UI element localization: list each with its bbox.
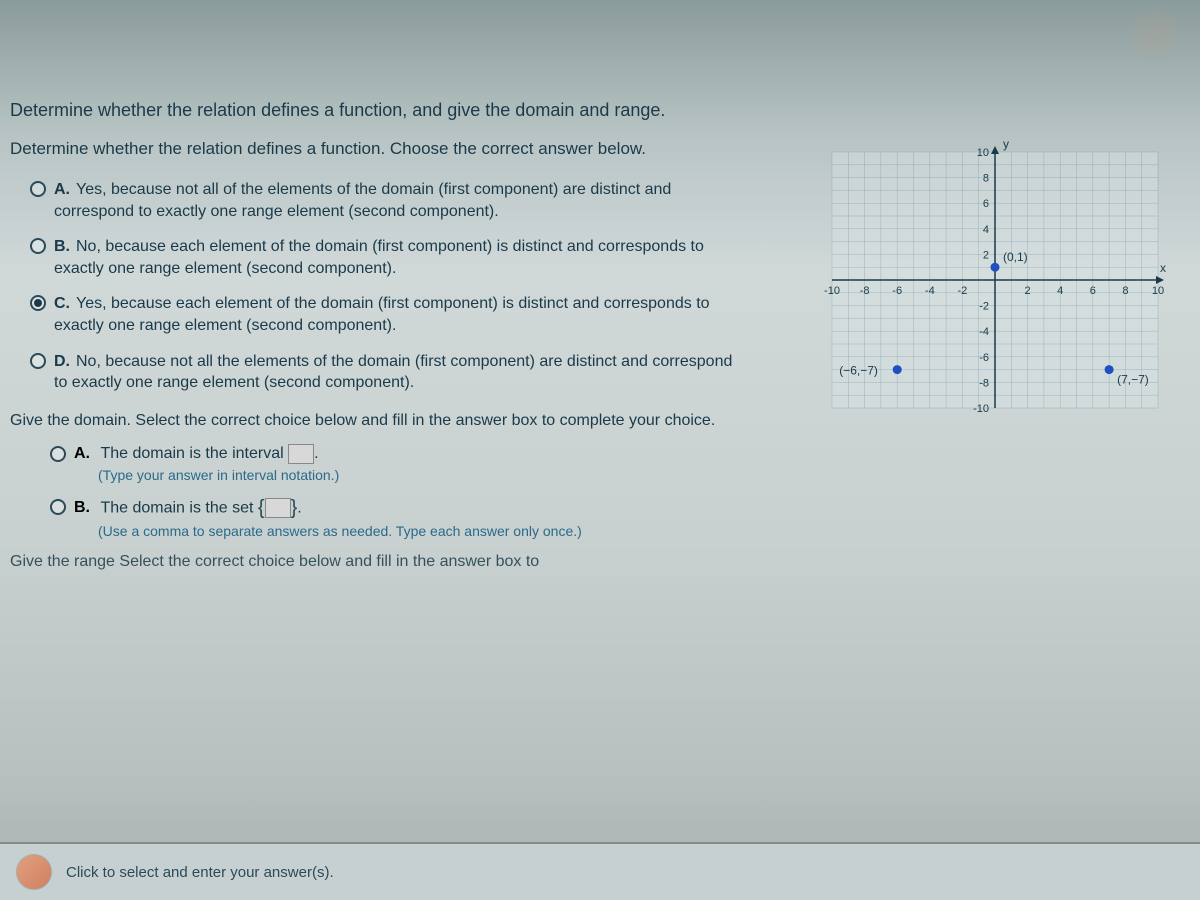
svg-text:-8: -8: [979, 377, 989, 389]
svg-text:-2: -2: [958, 285, 968, 297]
svg-text:8: 8: [983, 173, 989, 185]
option-text-d: No, because not all the elements of the …: [54, 353, 732, 392]
radio-c[interactable]: [30, 295, 46, 311]
domain-letter-a: A.: [74, 445, 90, 462]
svg-text:4: 4: [1057, 285, 1063, 297]
domain-hint-a: (Type your answer in interval notation.): [98, 467, 730, 483]
svg-text:6: 6: [983, 198, 989, 210]
svg-text:-10: -10: [973, 403, 989, 415]
domain-hint-b: (Use a comma to separate answers as need…: [98, 523, 730, 539]
option-letter-d: D.: [54, 353, 70, 370]
footer-text: Click to select and enter your answer(s)…: [66, 864, 334, 881]
svg-text:(0,1): (0,1): [1003, 250, 1028, 264]
svg-text:x: x: [1160, 261, 1166, 275]
scatter-graph: -10 -8 -6 -4 -2 2 4 6 8 10 2 4 6 8 10 -2 -4 -6 -8 -10 x y (0,1…: [810, 130, 1180, 430]
svg-text:y: y: [1003, 137, 1009, 151]
domain-prompt: Give the domain. Select the correct choi…: [10, 412, 730, 430]
sub-question: Determine whether the relation defines a…: [10, 139, 710, 159]
svg-text:-10: -10: [824, 285, 840, 297]
option-text-a: Yes, because not all of the elements of …: [54, 181, 671, 220]
svg-text:-6: -6: [892, 285, 902, 297]
option-c[interactable]: C.Yes, because each element of the domai…: [30, 293, 750, 336]
footer-bar: Click to select and enter your answer(s)…: [0, 842, 1200, 900]
option-a[interactable]: A.Yes, because not all of the elements o…: [30, 179, 750, 222]
main-question: Determine whether the relation defines a…: [10, 100, 1190, 121]
option-b[interactable]: B.No, because each element of the domain…: [30, 236, 750, 279]
domain-text-a: The domain is the interval: [100, 445, 283, 462]
svg-text:-6: -6: [979, 352, 989, 364]
domain-text-b: The domain is the set: [100, 499, 253, 516]
svg-text:-4: -4: [925, 285, 935, 297]
question-1-options: A.Yes, because not all of the elements o…: [30, 179, 750, 394]
svg-text:10: 10: [1152, 285, 1164, 297]
option-letter-a: A.: [54, 181, 70, 198]
domain-letter-b: B.: [74, 499, 90, 516]
svg-text:-4: -4: [979, 326, 989, 338]
radio-b[interactable]: [30, 238, 46, 254]
option-letter-b: B.: [54, 238, 70, 255]
radio-domain-a[interactable]: [50, 446, 66, 462]
radio-a[interactable]: [30, 181, 46, 197]
option-text-b: No, because each element of the domain (…: [54, 238, 704, 277]
svg-text:6: 6: [1090, 285, 1096, 297]
radio-d[interactable]: [30, 353, 46, 369]
range-prompt-cutoff: Give the range Select the correct choice…: [10, 553, 1190, 571]
option-d[interactable]: D.No, because not all the elements of th…: [30, 351, 750, 394]
radio-domain-b[interactable]: [50, 499, 66, 515]
svg-text:2: 2: [1025, 285, 1031, 297]
svg-text:(−6,−7): (−6,−7): [839, 364, 878, 378]
svg-text:4: 4: [983, 224, 989, 236]
option-letter-c: C.: [54, 295, 70, 312]
graph-container: -10 -8 -6 -4 -2 2 4 6 8 10 2 4 6 8 10 -2 -4 -6 -8 -10 x y (0,1…: [810, 130, 1180, 430]
svg-text:10: 10: [977, 147, 989, 159]
svg-text:-2: -2: [979, 301, 989, 313]
avatar: [16, 854, 52, 890]
domain-input-b[interactable]: [265, 498, 291, 518]
svg-text:8: 8: [1122, 285, 1128, 297]
question-2-options: A. The domain is the interval . (Type yo…: [50, 444, 730, 539]
option-text-c: Yes, because each element of the domain …: [54, 295, 710, 334]
svg-text:(7,−7): (7,−7): [1117, 373, 1149, 387]
svg-text:2: 2: [983, 249, 989, 261]
domain-option-b[interactable]: B. The domain is the set {}. (Use a comm…: [50, 497, 730, 539]
domain-input-a[interactable]: [288, 444, 314, 464]
domain-option-a[interactable]: A. The domain is the interval . (Type yo…: [50, 444, 730, 483]
svg-text:-8: -8: [860, 285, 870, 297]
